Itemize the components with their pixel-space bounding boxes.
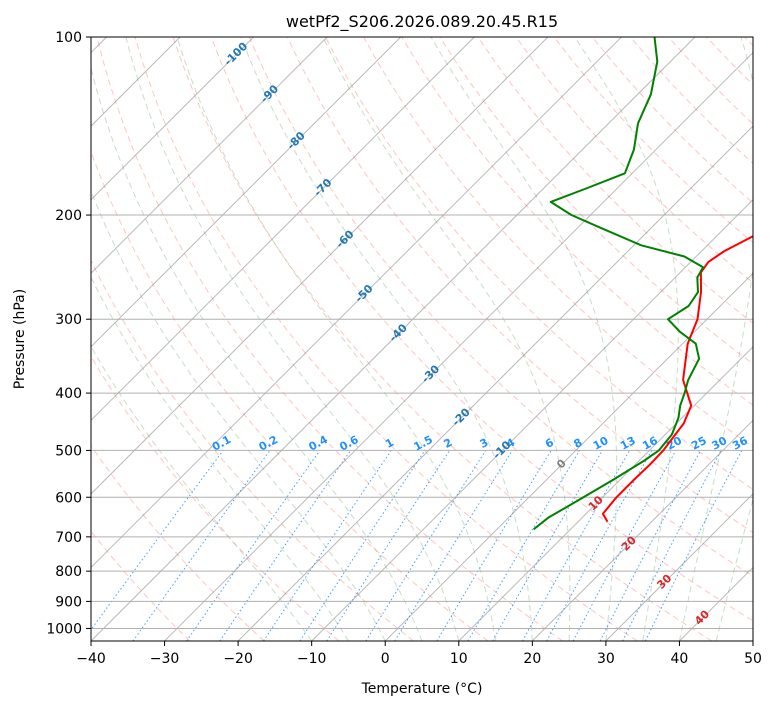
mixing-ratio-line xyxy=(437,450,551,641)
y-tick-label: 500 xyxy=(55,443,82,459)
x-axis: −40 −30 −20 −10 0 10 20 30 40 50 xyxy=(76,641,762,667)
dry-adiabat xyxy=(0,37,339,641)
x-tick-label: 0 xyxy=(381,651,390,667)
pressure-grid xyxy=(91,37,753,628)
mixing-ratio-line xyxy=(300,450,425,641)
x-tick-label: −10 xyxy=(297,651,327,667)
moist-adiabat xyxy=(18,37,349,641)
moist-adiabat xyxy=(679,37,760,641)
isotherm-label: -30 xyxy=(419,362,442,385)
mixing-ratio-line xyxy=(327,450,450,641)
plot-frame xyxy=(91,37,753,641)
x-tick-label: −40 xyxy=(76,651,106,667)
isotherm-label: -80 xyxy=(285,129,308,152)
dry-adiabat xyxy=(0,37,264,641)
isotherm-label: 30 xyxy=(654,571,674,591)
x-tick-label: 20 xyxy=(523,651,541,667)
isotherm-label: -70 xyxy=(311,176,334,199)
y-axis-label: Pressure (hPa) xyxy=(12,289,28,389)
x-tick-label: 30 xyxy=(597,651,615,667)
dry-adiabat xyxy=(516,37,775,641)
x-tick-label: −20 xyxy=(223,651,253,667)
y-tick-label: 200 xyxy=(55,208,82,224)
dry-adiabat xyxy=(21,37,414,641)
dry-adiabat xyxy=(668,37,775,641)
moist-adiabat xyxy=(177,37,496,641)
isotherm-line xyxy=(312,37,775,641)
mixing-ratio-line xyxy=(468,450,580,641)
mixing-ratio-label: 10 xyxy=(591,434,611,453)
mixing-ratio-label: 2 xyxy=(442,436,455,451)
mixing-ratio-line xyxy=(83,450,223,641)
dry-adiabat xyxy=(135,37,637,641)
isotherm-line xyxy=(0,37,401,641)
mixing-ratio-line xyxy=(264,450,392,641)
mixing-ratio-line xyxy=(645,450,742,641)
mixing-ratio-label: 36 xyxy=(730,434,750,453)
y-tick-label: 1000 xyxy=(46,621,82,637)
moist-adiabat xyxy=(323,37,570,641)
y-tick-label: 400 xyxy=(55,386,82,402)
dry-adiabat xyxy=(59,37,488,641)
y-tick-label: 300 xyxy=(55,312,82,328)
dry-adiabat xyxy=(707,37,775,641)
x-tick-label: 10 xyxy=(450,651,468,667)
background-lines xyxy=(0,37,775,641)
isotherm-line xyxy=(0,37,254,641)
moist-adiabat xyxy=(126,37,459,641)
y-tick-label: 600 xyxy=(55,490,82,506)
x-tick-label: −30 xyxy=(150,651,180,667)
y-axis: 100 200 300 400 500 600 700 800 900 1000 xyxy=(46,30,91,637)
isotherm-label: -40 xyxy=(387,321,410,344)
y-tick-label: 700 xyxy=(55,530,82,546)
isotherm-label: 0 xyxy=(554,457,569,472)
isotherm-line xyxy=(238,37,775,641)
moist-adiabat xyxy=(716,37,775,641)
chart-title: wetPf2_S206.2026.089.20.45.R15 xyxy=(286,12,558,32)
moist-adiabat xyxy=(0,37,312,641)
profile-series xyxy=(534,37,775,529)
isotherm-line xyxy=(459,37,775,641)
y-tick-label: 800 xyxy=(55,564,82,580)
dry-adiabat xyxy=(745,37,775,641)
mixing-ratio-label: 16 xyxy=(640,434,660,453)
isotherm-line xyxy=(385,37,775,641)
y-tick-label: 100 xyxy=(55,30,82,46)
mixing-ratio-label: 13 xyxy=(618,434,638,453)
dry-adiabat xyxy=(0,37,190,641)
dry-adiabat xyxy=(592,37,775,641)
mixing-ratio-label: 6 xyxy=(543,436,556,451)
y-tick-label: 900 xyxy=(55,594,82,610)
dry-adiabat xyxy=(554,37,775,641)
x-tick-label: 50 xyxy=(744,651,762,667)
x-tick-label: 40 xyxy=(671,651,689,667)
mixing-ratio-line xyxy=(366,450,486,641)
isotherm-line xyxy=(0,37,548,641)
isotherm-line xyxy=(753,37,775,641)
x-axis-label: Temperature (°C) xyxy=(361,681,483,697)
dewpoint-profile-line xyxy=(534,37,704,529)
isotherm-line xyxy=(679,37,775,641)
mixing-ratio-line xyxy=(220,450,351,641)
mixing-ratio-label: 30 xyxy=(710,434,730,453)
mixing-ratio-label: 25 xyxy=(689,434,709,453)
